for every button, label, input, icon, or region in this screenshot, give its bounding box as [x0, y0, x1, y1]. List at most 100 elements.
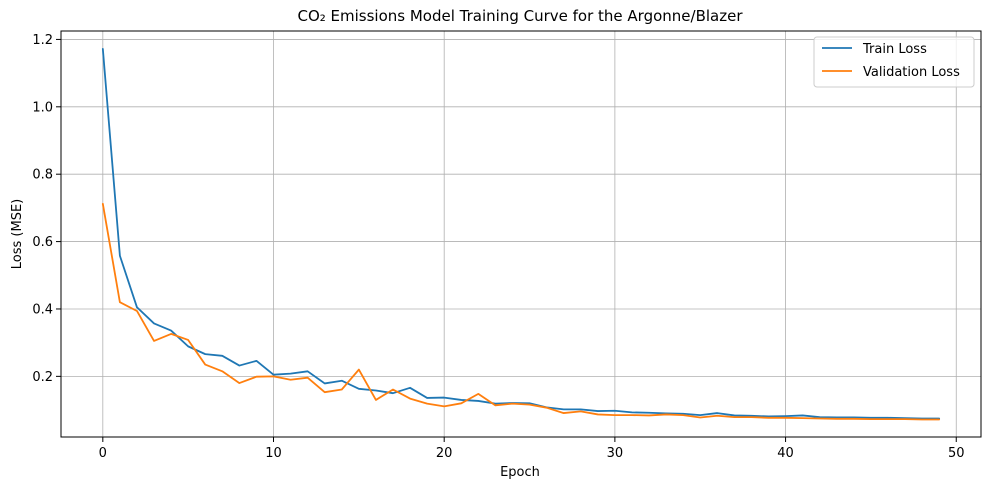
legend-box: [813, 36, 975, 88]
data-point: [938, 418, 940, 420]
data-point: [102, 48, 104, 50]
grid: [61, 31, 981, 437]
x-axis-ticks: 0 10 20 30 40 50: [99, 437, 965, 461]
y-tick-label: 0.4: [32, 302, 53, 317]
x-tick-label: 10: [265, 446, 282, 461]
data-point: [682, 414, 684, 416]
data-point: [665, 413, 667, 415]
series-line-validation-loss: [101, 202, 941, 421]
data-point: [170, 329, 172, 331]
series-layer: [101, 47, 941, 421]
data-point: [136, 310, 138, 312]
data-point: [392, 388, 394, 390]
data-point: [375, 389, 377, 391]
data-point: [511, 402, 513, 404]
data-point: [545, 406, 547, 408]
data-point: [819, 417, 821, 419]
chart-title: CO₂ Emissions Model Training Curve for t…: [297, 7, 743, 25]
data-point: [341, 380, 343, 382]
y-tick-label: 0.6: [32, 235, 53, 250]
data-point: [836, 418, 838, 420]
data-point: [358, 368, 360, 370]
data-point: [801, 414, 803, 416]
data-point: [784, 417, 786, 419]
data-point: [648, 412, 650, 414]
data-point: [187, 339, 189, 341]
data-point: [716, 415, 718, 417]
data-point: [904, 418, 906, 420]
x-tick-label: 40: [777, 446, 794, 461]
data-point: [494, 404, 496, 406]
legend: Train Loss Validation Loss: [813, 36, 975, 88]
data-point: [102, 203, 104, 205]
y-tick-label: 0.8: [32, 168, 53, 183]
data-point: [699, 414, 701, 416]
y-tick-label: 1.0: [32, 100, 53, 115]
data-point: [921, 418, 923, 420]
data-point: [409, 387, 411, 389]
y-axis-ticks: 0.2 0.4 0.6 0.8 1.0 1.2: [32, 33, 61, 385]
data-point: [289, 372, 291, 374]
x-axis-label: Epoch: [500, 465, 540, 480]
data-point: [870, 418, 872, 420]
data-point: [733, 416, 735, 418]
data-point: [699, 416, 701, 418]
data-point: [324, 382, 326, 384]
series-line-train-loss: [101, 47, 941, 420]
data-point: [375, 399, 377, 401]
data-point: [426, 397, 428, 399]
data-point: [767, 417, 769, 419]
data-point: [750, 416, 752, 418]
data-point: [204, 363, 206, 365]
data-point: [614, 414, 616, 416]
data-point: [153, 340, 155, 342]
data-point: [119, 301, 121, 303]
data-point: [614, 410, 616, 412]
data-point: [409, 397, 411, 399]
data-point: [426, 402, 428, 404]
data-point: [170, 333, 172, 335]
data-point: [324, 391, 326, 393]
data-point: [631, 411, 633, 413]
x-tick-label: 0: [99, 446, 107, 461]
data-point: [238, 382, 240, 384]
data-point: [153, 322, 155, 324]
data-point: [887, 418, 889, 420]
data-point: [648, 414, 650, 416]
data-point: [238, 364, 240, 366]
y-axis-label: Loss (MSE): [10, 199, 25, 269]
data-point: [597, 413, 599, 415]
data-point: [801, 417, 803, 419]
data-point: [477, 393, 479, 395]
data-point: [460, 402, 462, 404]
legend-label-validation: Validation Loss: [863, 65, 960, 80]
legend-label-train: Train Loss: [862, 42, 927, 57]
data-point: [477, 400, 479, 402]
data-point: [255, 360, 257, 362]
data-point: [306, 370, 308, 372]
data-point: [272, 375, 274, 377]
data-point: [255, 375, 257, 377]
data-point: [631, 414, 633, 416]
x-tick-label: 30: [607, 446, 624, 461]
data-point: [392, 392, 394, 394]
plot-frame: [60, 30, 982, 438]
data-point: [443, 405, 445, 407]
data-point: [460, 399, 462, 401]
x-tick-label: 20: [436, 446, 453, 461]
data-point: [443, 396, 445, 398]
data-point: [221, 355, 223, 357]
data-point: [562, 412, 564, 414]
data-point: [716, 412, 718, 414]
data-point: [562, 408, 564, 410]
data-point: [341, 388, 343, 390]
data-point: [853, 418, 855, 420]
data-point: [221, 370, 223, 372]
data-point: [358, 388, 360, 390]
data-point: [187, 345, 189, 347]
data-point: [289, 379, 291, 381]
data-point: [119, 255, 121, 257]
y-tick-label: 0.2: [32, 370, 53, 385]
data-point: [597, 410, 599, 412]
